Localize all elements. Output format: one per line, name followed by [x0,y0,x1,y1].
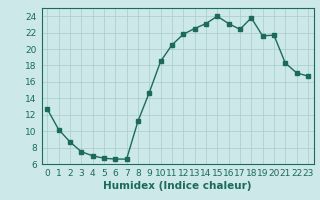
X-axis label: Humidex (Indice chaleur): Humidex (Indice chaleur) [103,181,252,191]
